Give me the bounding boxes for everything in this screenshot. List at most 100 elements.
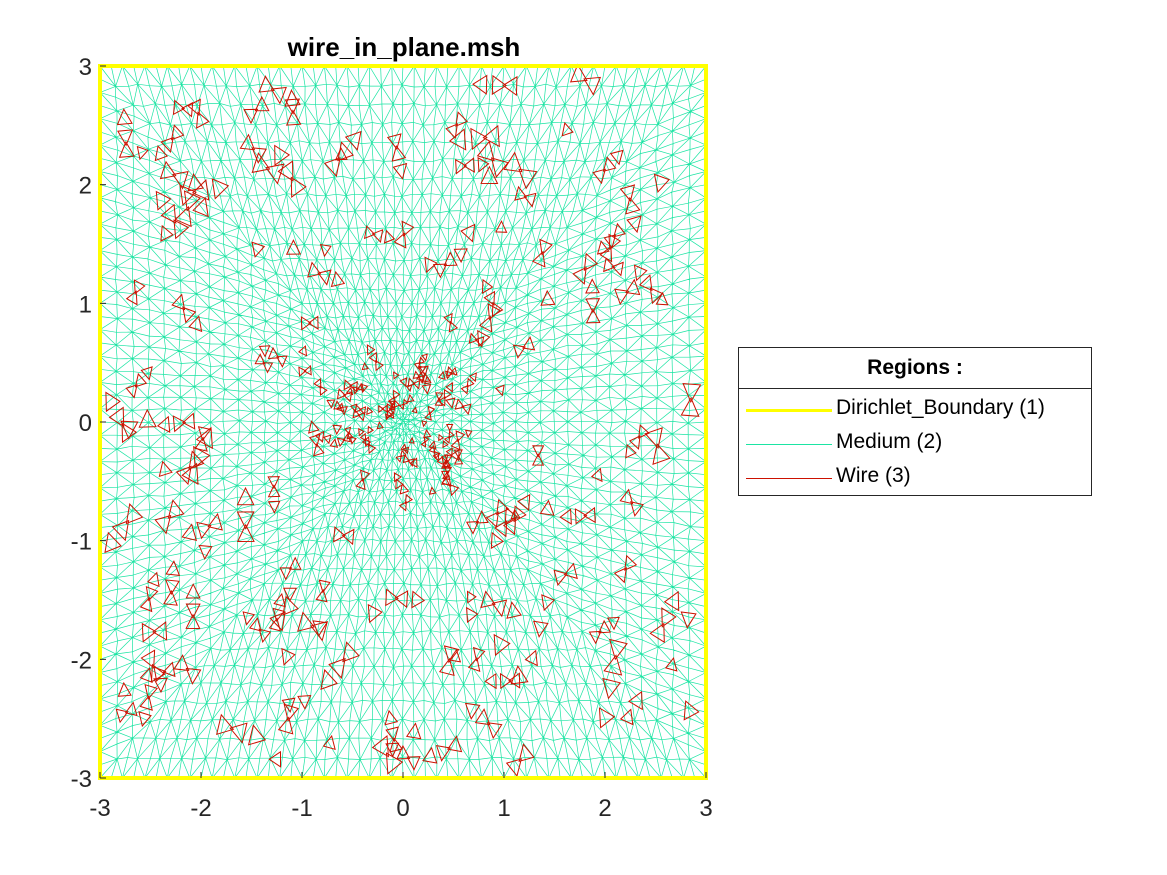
wire-element xyxy=(442,430,455,449)
wire-element xyxy=(421,420,428,428)
wire-element xyxy=(680,611,697,629)
wire-element xyxy=(424,256,438,274)
wire-element xyxy=(481,278,504,317)
wire-element xyxy=(153,677,168,694)
medium-mesh-lines xyxy=(99,65,707,779)
wire-element xyxy=(239,133,268,164)
wire-element xyxy=(408,436,415,444)
y-tick-label: -3 xyxy=(71,766,92,793)
wire-element xyxy=(171,293,203,333)
legend-title: Regions : xyxy=(739,348,1091,389)
wire-element xyxy=(355,469,371,491)
wire-element xyxy=(297,695,312,710)
wire-element xyxy=(428,486,437,495)
wire-element xyxy=(312,620,328,638)
wire-element xyxy=(155,190,190,240)
wire-element xyxy=(267,476,281,514)
wire-element xyxy=(585,278,601,324)
wire-element xyxy=(450,430,466,451)
wire-element xyxy=(284,98,302,126)
wire-element xyxy=(472,74,518,97)
x-axis: -3 -2 -1 0 1 2 3 xyxy=(89,772,713,822)
wire-element xyxy=(633,264,664,305)
wire-element xyxy=(125,366,153,399)
wire-element xyxy=(243,95,270,125)
wire-element xyxy=(308,420,325,457)
wire-element xyxy=(281,647,296,666)
wire-element xyxy=(464,429,473,439)
wire-element xyxy=(625,424,650,459)
legend-swatch-medium xyxy=(746,444,832,445)
wire-element xyxy=(619,708,634,726)
wire-element xyxy=(409,457,418,469)
wire-element xyxy=(268,750,281,768)
wire-element xyxy=(540,289,556,306)
x-tick-label: 3 xyxy=(699,795,712,822)
wire-element xyxy=(141,621,168,643)
wire-element xyxy=(448,648,462,663)
wire-element xyxy=(179,178,230,207)
wire-element xyxy=(450,449,460,462)
wire-element xyxy=(154,499,185,535)
wire-element xyxy=(376,421,384,430)
wire-element xyxy=(395,478,404,490)
mesh-wire xyxy=(104,63,702,777)
y-tick-label: 0 xyxy=(79,410,92,437)
wire-element xyxy=(503,151,538,190)
wire-element xyxy=(285,239,302,255)
wire-element xyxy=(468,332,485,348)
x-tick-label: 1 xyxy=(497,795,510,822)
mesh-medium xyxy=(99,65,707,779)
wire-element xyxy=(619,488,644,517)
wire-element xyxy=(598,707,616,729)
wire-element xyxy=(400,443,408,452)
wire-element xyxy=(539,499,555,516)
wire-element xyxy=(332,424,343,436)
wire-element xyxy=(154,124,185,162)
wire-element xyxy=(386,133,408,180)
wire-element xyxy=(460,223,476,243)
y-axis: 3 2 1 0 -1 -2 -3 xyxy=(71,54,106,793)
wire-element xyxy=(297,611,329,642)
wire-element xyxy=(446,424,454,432)
wire-element xyxy=(532,620,549,638)
chart-title: wire_in_plane.msh xyxy=(287,32,521,62)
wire-element xyxy=(298,365,312,377)
wire-element xyxy=(613,554,638,584)
wire-element xyxy=(512,336,536,359)
wire-element xyxy=(115,701,138,724)
wire-element xyxy=(569,63,602,96)
wire-element xyxy=(524,649,538,667)
wire-element xyxy=(258,345,288,368)
wire-element xyxy=(495,384,505,397)
wire-element xyxy=(438,645,460,676)
wire-element xyxy=(406,393,415,403)
wire-element xyxy=(476,140,509,179)
wire-element xyxy=(117,681,132,697)
wire-element xyxy=(502,493,531,536)
wire-element xyxy=(104,503,144,554)
wire-element xyxy=(398,493,413,512)
wire-element xyxy=(467,646,486,672)
y-tick-label: 2 xyxy=(79,173,92,200)
wire-element xyxy=(466,606,479,624)
wire-element xyxy=(614,278,641,306)
wire-element xyxy=(322,434,332,445)
wire-element xyxy=(361,436,377,455)
wire-element xyxy=(599,233,622,263)
wire-element xyxy=(434,392,444,406)
wire-element xyxy=(423,428,432,439)
wire-element xyxy=(653,173,670,193)
wire-element xyxy=(159,160,205,192)
wire-element xyxy=(139,571,160,613)
wire-element xyxy=(158,460,173,478)
wire-element xyxy=(251,241,266,258)
x-tick-label: -2 xyxy=(190,795,211,822)
wire-element xyxy=(268,592,286,632)
wire-element xyxy=(173,654,202,685)
wire-element xyxy=(181,512,223,541)
wire-element xyxy=(664,656,678,672)
legend: Regions : Dirichlet_Boundary (1) Medium … xyxy=(738,347,1092,496)
wire-element xyxy=(448,124,500,151)
wire-element xyxy=(445,111,469,139)
